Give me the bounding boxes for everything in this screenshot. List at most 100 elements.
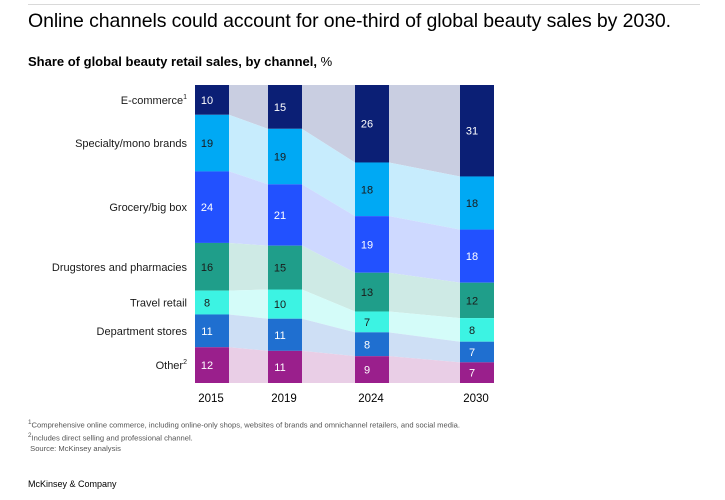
value-label: 18 (466, 251, 478, 263)
value-label: 16 (201, 262, 213, 274)
channel-footnote-mark: 1 (183, 94, 187, 101)
value-label: 12 (201, 360, 213, 372)
x-tick-label: 2015 (198, 393, 224, 405)
channel-label: Department stores (97, 326, 188, 338)
value-label: 8 (364, 339, 370, 351)
value-label: 19 (361, 239, 373, 251)
footnotes: 1Comprehensive online commerce, includin… (28, 418, 460, 455)
footnote-1: 1Comprehensive online commerce, includin… (28, 418, 460, 431)
value-label: 10 (274, 299, 286, 311)
band-7-2 (302, 350, 355, 383)
brand-name: McKinsey & Company (28, 479, 117, 489)
value-label: 21 (274, 210, 286, 222)
footnote-2-mark: 2 (28, 432, 32, 440)
bar-segment (268, 128, 302, 185)
bar-segment (195, 171, 229, 243)
channel-label: E-commerce1 (121, 94, 187, 107)
value-label: 8 (469, 325, 475, 337)
channel-label: Travel retail (130, 298, 187, 310)
value-label: 12 (466, 295, 478, 307)
connector-bands (229, 85, 460, 383)
footnote-1-mark: 1 (28, 419, 32, 426)
bar-segment (268, 85, 302, 129)
band-1-3 (389, 85, 460, 177)
bar-segment (268, 184, 302, 246)
value-label: 7 (364, 317, 370, 329)
band-6-3 (389, 332, 460, 363)
bar-segment (355, 162, 389, 217)
bar-segment (460, 341, 494, 363)
channel-label: Specialty/mono brands (75, 138, 187, 150)
band-3-3 (389, 216, 460, 283)
bar-segment (268, 318, 302, 351)
bar-segment (195, 347, 229, 383)
bar-segment (268, 245, 302, 290)
band-3-1 (229, 171, 268, 246)
bar-segment (460, 362, 494, 383)
x-tick-label: 2019 (271, 393, 297, 405)
value-label: 18 (361, 184, 373, 196)
value-label: 7 (469, 347, 475, 359)
value-label: 15 (274, 263, 286, 275)
bar-segment (460, 176, 494, 230)
value-label: 19 (274, 152, 286, 164)
x-axis: 2015 2019 2024 2030 (198, 393, 489, 405)
bar-segment (355, 356, 389, 383)
band-1-1 (229, 85, 268, 129)
x-tick-label: 2024 (358, 393, 384, 405)
band-5-3 (389, 311, 460, 342)
subtitle-unit: % (320, 54, 333, 69)
bar-segment (460, 282, 494, 319)
bar-segment (195, 290, 229, 315)
x-tick-label: 2030 (463, 393, 489, 405)
band-5-2 (302, 289, 355, 333)
source-note: Source: McKinsey analysis (28, 444, 460, 455)
band-4-1 (229, 242, 268, 291)
value-label: 24 (201, 202, 213, 214)
band-2-2 (302, 128, 355, 217)
band-6-2 (302, 318, 355, 357)
band-7-3 (389, 356, 460, 383)
footnote-1-text: Comprehensive online commerce, including… (31, 420, 460, 430)
bar-segment (355, 272, 389, 312)
value-label: 7 (469, 368, 475, 380)
value-label: 11 (274, 330, 285, 342)
legend-labels: E-commerce1 Specialty/mono brands Grocery/… (52, 94, 188, 372)
source-text: Source: McKinsey analysis (30, 444, 121, 454)
value-label: 26 (361, 119, 373, 131)
bars: 10 15 26 31 19 19 18 18 24 21 19 18 16 15 13 12 8 10 7 8 11 1… (195, 85, 494, 383)
band-4-3 (389, 272, 460, 319)
bar-segment (355, 216, 389, 273)
band-4-2 (302, 245, 355, 312)
bar-segment (355, 311, 389, 333)
value-label: 19 (201, 138, 213, 150)
value-label: 8 (204, 298, 210, 310)
band-2-1 (229, 114, 268, 185)
channel-label: Drugstores and pharmacies (52, 262, 188, 274)
band-7-1 (229, 347, 268, 383)
footnote-2-text: Includes direct selling and professional… (31, 433, 193, 443)
value-label: 9 (364, 365, 370, 377)
value-label: 11 (201, 326, 212, 338)
bar-segment (195, 114, 229, 172)
channel-label: Grocery/big box (109, 202, 187, 214)
bar-segment (195, 314, 229, 348)
channel-footnote-mark: 2 (183, 359, 187, 366)
bar-segment (195, 85, 229, 115)
band-1-2 (302, 85, 355, 163)
band-3-2 (302, 184, 355, 273)
bar-segment (460, 318, 494, 342)
value-label: 11 (274, 362, 285, 374)
value-label: 10 (201, 95, 213, 107)
bar-segment (195, 242, 229, 291)
chart-subtitle: Share of global beauty retail sales, by … (28, 54, 332, 69)
value-label: 18 (466, 198, 478, 210)
top-rule (28, 4, 700, 5)
subtitle-text: Share of global beauty retail sales, by … (28, 54, 317, 69)
bar-segment (355, 332, 389, 357)
band-2-3 (389, 162, 460, 230)
channel-label: Other2 (156, 359, 188, 372)
bar-segment (460, 229, 494, 283)
chart-title: Online channels could account for one-th… (28, 10, 671, 32)
